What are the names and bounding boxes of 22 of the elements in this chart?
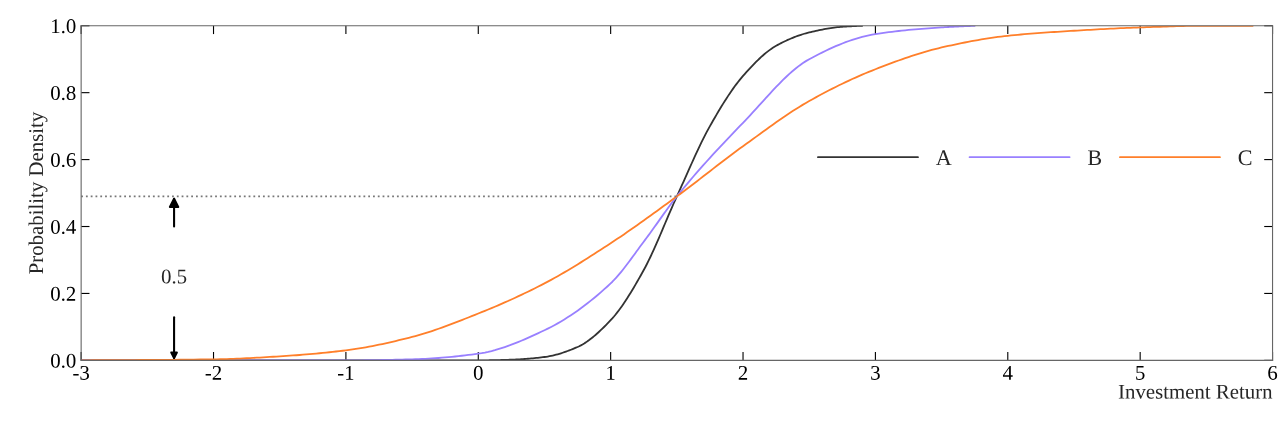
x-tick-label: 0 <box>473 365 483 380</box>
y-axis-title: Probability Density <box>28 111 48 274</box>
x-tick-label: -2 <box>205 365 222 380</box>
x-axis-title: Investment Return <box>1118 384 1273 399</box>
x-tick-label: 3 <box>871 365 880 380</box>
x-tick-label: 1 <box>607 365 615 380</box>
y-tick-label: 1.0 <box>52 19 76 34</box>
legend-label: A <box>935 150 952 165</box>
x-tick-label: 2 <box>738 365 748 380</box>
x-tick-label: -1 <box>338 365 354 380</box>
x-tick-label: 4 <box>1002 365 1013 380</box>
legend-label: C <box>1238 150 1252 166</box>
x-tick-label: 6 <box>1268 365 1278 380</box>
y-tick-label: 0.8 <box>51 86 76 101</box>
y-tick-label: 0.4 <box>51 219 76 235</box>
x-tick-label: 5 <box>1136 366 1145 380</box>
x-tick-label: -3 <box>73 365 90 380</box>
y-tick-label: 0.2 <box>51 286 76 301</box>
y-tick-label: 0.0 <box>51 353 76 368</box>
annotation: 0.5 <box>161 269 187 284</box>
y-tick-label: 0.6 <box>51 152 76 168</box>
legend-label: B <box>1087 150 1102 166</box>
